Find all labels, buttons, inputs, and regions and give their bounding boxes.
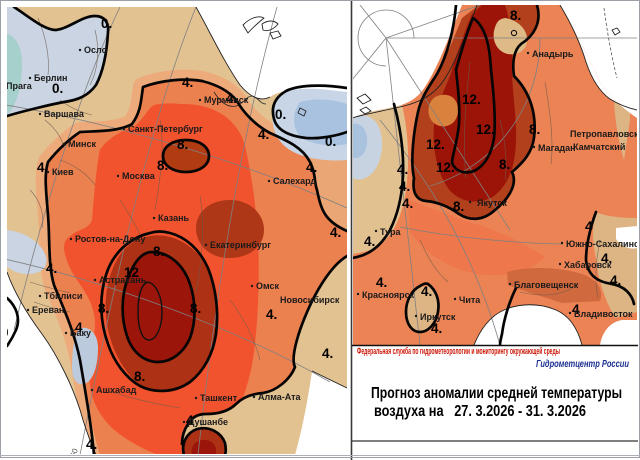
svg-text:4.: 4. [46, 261, 57, 276]
svg-text:12.: 12. [426, 137, 445, 152]
svg-text:воздуха на 27. 3.2026 - 31.: воздуха на 27. 3.2026 - 31. 3.2026 [374, 403, 586, 420]
svg-text:12.: 12. [476, 122, 495, 137]
svg-text:8.: 8. [453, 199, 464, 214]
svg-text:8.: 8. [190, 301, 201, 316]
svg-text:Ростов-на-Дону: Ростов-на-Дону [75, 234, 145, 244]
svg-text:8.: 8. [499, 157, 510, 172]
svg-text:Екатеринбург: Екатеринбург [210, 240, 271, 250]
svg-text:Хабаровск: Хабаровск [564, 260, 612, 270]
svg-text:4.: 4. [226, 91, 237, 106]
svg-text:Федеральная служба по гидромет: Федеральная служба по гидрометеорологии … [357, 346, 560, 356]
svg-text:4: 4 [585, 219, 593, 234]
svg-text:8.: 8. [98, 301, 109, 316]
svg-text:Ташкент: Ташкент [200, 393, 238, 403]
svg-text:12.: 12. [462, 92, 481, 107]
svg-text:Варшава: Варшава [44, 109, 85, 119]
svg-text:Магадан: Магадан [538, 143, 576, 153]
svg-text:8.: 8. [153, 244, 164, 259]
svg-text:8.: 8. [177, 137, 188, 152]
svg-text:4.: 4. [399, 179, 410, 194]
svg-text:Ереван: Ереван [32, 305, 64, 315]
svg-text:12: 12 [124, 265, 139, 280]
svg-text:Берлин: Берлин [34, 73, 67, 83]
svg-text:4.: 4. [266, 307, 277, 322]
svg-text:4.: 4. [330, 225, 341, 240]
svg-text:8.: 8. [529, 122, 540, 137]
svg-text:4: 4 [75, 320, 83, 335]
svg-text:Душанбе: Душанбе [188, 417, 228, 427]
svg-text:4.: 4. [397, 162, 408, 177]
svg-text:Омск: Омск [256, 281, 280, 291]
svg-text:Минск: Минск [68, 139, 96, 149]
svg-text:8.: 8. [510, 8, 521, 23]
svg-text:Камчатский: Камчатский [573, 142, 625, 152]
svg-text:Тура: Тура [380, 227, 402, 237]
svg-text:Гидрометцентр России: Гидрометцентр России [536, 358, 629, 370]
svg-text:4.: 4. [610, 273, 621, 288]
svg-text:0.: 0. [101, 16, 112, 31]
svg-text:Петропавловск: Петропавловск [570, 129, 639, 139]
svg-text:4.: 4. [364, 234, 375, 249]
svg-text:Южно-Сахалинск: Южно-Сахалинск [566, 239, 640, 249]
svg-text:Новосибирск: Новосибирск [280, 295, 340, 305]
svg-text:Красноярск: Красноярск [362, 290, 415, 300]
svg-text:Казань: Казань [158, 213, 190, 223]
svg-text:0.: 0. [275, 107, 286, 122]
svg-text:Благовещенск: Благовещенск [514, 280, 579, 290]
svg-text:Тбилиси: Тбилиси [44, 291, 82, 301]
svg-text:Чита: Чита [459, 295, 481, 305]
svg-text:4: 4 [186, 413, 194, 428]
svg-text:4.: 4. [431, 321, 442, 336]
svg-text:Иркутск: Иркутск [420, 312, 456, 322]
svg-text:4.: 4. [421, 284, 432, 299]
svg-text:Прага: Прага [6, 81, 33, 91]
svg-text:4: 4 [572, 302, 580, 317]
svg-text:4.: 4. [37, 160, 48, 175]
svg-text:4.: 4. [306, 160, 317, 175]
svg-text:Киев: Киев [52, 167, 74, 177]
svg-text:0.: 0. [52, 81, 63, 96]
svg-text:Анадырь: Анадырь [532, 49, 574, 59]
svg-text:8.: 8. [134, 369, 145, 384]
svg-text:Ашхабад: Ашхабад [96, 385, 137, 395]
svg-text:Санкт-Петербург: Санкт-Петербург [128, 124, 203, 134]
svg-text:Якутск: Якутск [477, 198, 507, 208]
svg-text:0.: 0. [325, 134, 336, 149]
svg-text:Прогноз аномалии средней темпе: Прогноз аномалии средней температуры [371, 385, 622, 402]
svg-text:8.: 8. [157, 158, 168, 173]
svg-text:0: 0 [1, 325, 9, 340]
svg-text:Мурманск: Мурманск [204, 95, 249, 105]
svg-text:4.: 4. [402, 196, 413, 211]
svg-text:Баку: Баку [70, 328, 91, 338]
svg-text:Владивосток: Владивосток [574, 309, 633, 319]
svg-text:Алма-Ата: Алма-Ата [258, 392, 302, 402]
svg-text:4.: 4. [601, 251, 612, 266]
svg-text:4.: 4. [322, 346, 333, 361]
svg-text:4.: 4. [376, 275, 387, 290]
svg-text:4.: 4. [258, 127, 269, 142]
svg-text:Салехард: Салехард [273, 176, 316, 186]
svg-text:Москва: Москва [122, 171, 156, 181]
svg-text:4.: 4. [86, 437, 97, 452]
svg-text:12.: 12. [436, 160, 455, 175]
svg-text:60: 60 [68, 447, 80, 459]
svg-text:Осло: Осло [84, 45, 108, 55]
svg-text:Астрахань: Астрахань [99, 275, 147, 285]
svg-text:4.: 4. [182, 75, 193, 90]
